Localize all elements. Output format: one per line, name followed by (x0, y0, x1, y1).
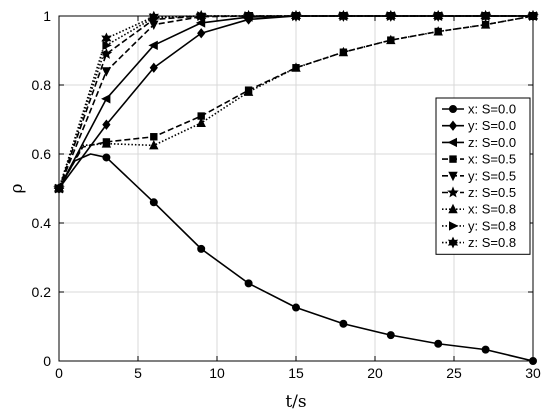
data-point (386, 34, 396, 45)
data-point (101, 94, 111, 104)
x-axis-label: t/s (285, 392, 306, 412)
series-line (58, 15, 534, 189)
data-point (338, 46, 349, 57)
legend-label: z: S=0.8 (468, 235, 516, 250)
x-tick-label: 5 (134, 365, 142, 381)
data-point (149, 139, 159, 150)
data-point (197, 244, 206, 253)
y-tick-label: 0.6 (32, 146, 52, 162)
data-point (244, 279, 253, 288)
x-tick-label: 10 (209, 365, 225, 381)
y-tick-label: 0.2 (32, 284, 52, 300)
data-point (243, 86, 254, 96)
data-point (101, 67, 112, 77)
legend-label: x: S=0.8 (468, 202, 516, 217)
data-point (100, 47, 113, 59)
legend: x: S=0.0y: S=0.0 z: S=0.0 x: S=0.5y: S=0.5… (435, 97, 531, 255)
y-axis-label: ρ (7, 184, 27, 194)
axis-ticks: 0 5 10 15 20 25 30 0 0.2 0.4 0.6 0.8 1 (32, 8, 541, 381)
legend-marker (447, 236, 459, 249)
legend-marker (448, 203, 458, 214)
data-point (291, 62, 301, 72)
legend-label: y: S=0.5 (468, 168, 516, 183)
data-point (481, 345, 490, 354)
legend-label: x: S=0.5 (468, 152, 516, 167)
legend-label: z: S=0.0 (468, 135, 516, 150)
x-tick-label: 15 (288, 365, 304, 381)
legend-label: y: S=0.0 (468, 118, 516, 133)
legend-marker (448, 221, 459, 231)
data-point (149, 62, 158, 73)
x-tick-label: 25 (446, 365, 462, 381)
data-point (196, 117, 206, 127)
y-tick-label: 0 (43, 353, 51, 369)
legend-label: x: S=0.0 (468, 102, 516, 117)
data-point (433, 26, 443, 36)
y-tick-label: 0.4 (32, 215, 52, 231)
data-point (102, 119, 111, 130)
data-point (434, 339, 443, 348)
legend-marker (448, 105, 457, 114)
x-tick-label: 0 (55, 365, 63, 381)
y-tick-label: 1 (43, 8, 51, 24)
data-point (339, 319, 348, 328)
data-point (149, 198, 158, 207)
legend-label: y: S=0.8 (468, 218, 516, 233)
data-point (148, 40, 158, 51)
data-point (101, 32, 112, 45)
legend-marker (448, 171, 458, 182)
x-tick-label: 20 (367, 365, 383, 381)
legend-label: z: S=0.5 (468, 185, 516, 200)
legend-marker (449, 155, 457, 163)
data-point (386, 331, 395, 340)
legend-marker (447, 137, 458, 148)
legend-marker (447, 186, 459, 198)
data-point (148, 10, 159, 23)
data-point (101, 138, 112, 148)
data-point (102, 153, 111, 162)
legend-marker (448, 120, 458, 131)
data-point (197, 28, 206, 39)
y-tick-label: 0.8 (32, 77, 52, 93)
data-point (291, 303, 300, 312)
data-point (150, 133, 158, 141)
x-tick-label: 30 (525, 365, 541, 381)
data-point (480, 19, 491, 29)
